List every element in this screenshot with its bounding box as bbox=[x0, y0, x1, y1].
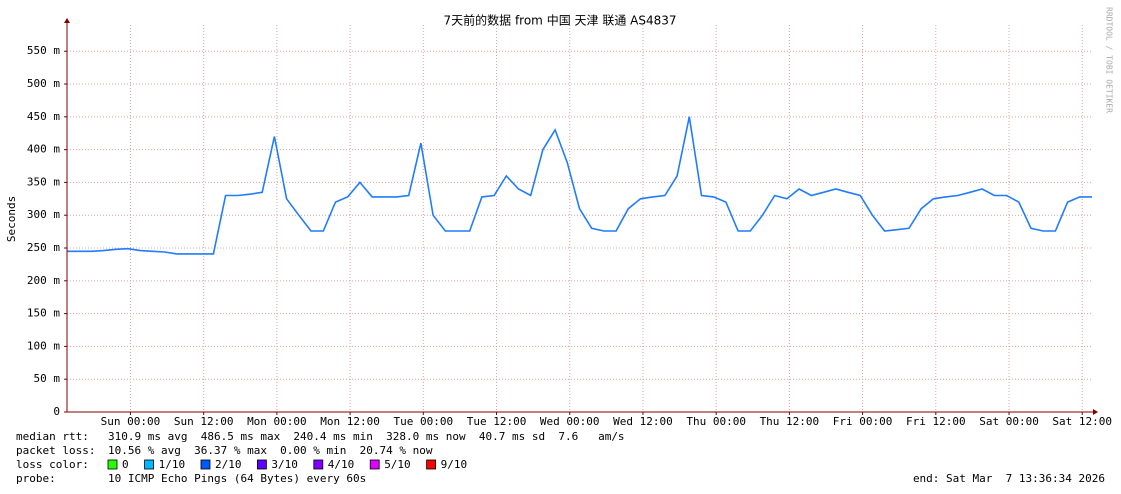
y-tick-label: 100 m bbox=[27, 339, 60, 352]
legend-label: 5/10 bbox=[384, 458, 411, 471]
y-tick-label: 550 m bbox=[27, 44, 60, 57]
x-axis-arrow bbox=[1093, 409, 1098, 415]
x-tick-label: Sat 12:00 bbox=[1052, 415, 1112, 428]
x-tick-label: Thu 00:00 bbox=[686, 415, 746, 428]
legend-swatch bbox=[369, 459, 380, 470]
legend-label: 0 bbox=[122, 458, 129, 471]
x-tick-label: Wed 12:00 bbox=[613, 415, 673, 428]
median-line bbox=[67, 116, 1092, 255]
stat-text: 310.9 ms avg 486.5 ms max 240.4 ms min 3… bbox=[108, 430, 625, 443]
legend-label: 2/10 bbox=[215, 458, 242, 471]
legend-swatch bbox=[313, 459, 324, 470]
plot bbox=[67, 116, 1092, 255]
x-tick-label: Fri 00:00 bbox=[833, 415, 893, 428]
x-tick-label: Sun 12:00 bbox=[174, 415, 234, 428]
y-axis-arrow bbox=[64, 18, 70, 23]
grid: 0 50 m 100 m 150 m 200 m 250 m 300 m 350 m 400 m… bbox=[27, 25, 1112, 428]
y-tick-label: 150 m bbox=[27, 307, 60, 320]
legend: median rtt: 310.9 ms avg 486.5 ms max 240… bbox=[16, 430, 625, 471]
y-tick-label: 450 m bbox=[27, 110, 60, 123]
stat-label: packet loss: bbox=[16, 444, 95, 457]
legend-swatch bbox=[144, 459, 155, 470]
y-tick-label: 50 m bbox=[34, 372, 61, 385]
x-tick-label: Tue 00:00 bbox=[394, 415, 454, 428]
y-tick-label: 200 m bbox=[27, 274, 60, 287]
stat-text: 10.56 % avg 36.37 % max 0.00 % min 20.74… bbox=[108, 444, 433, 457]
legend-swatch bbox=[200, 459, 211, 470]
chart-title: 7天前的数据 from 中国 天津 联通 AS4837 bbox=[444, 13, 677, 28]
stat-label: median rtt: bbox=[16, 430, 89, 443]
y-axis-label: Seconds bbox=[5, 196, 18, 242]
y-tick-label: 0 bbox=[53, 405, 60, 418]
y-tick-label: 350 m bbox=[27, 175, 60, 188]
x-tick-label: Fri 12:00 bbox=[906, 415, 966, 428]
x-tick-label: Sat 00:00 bbox=[979, 415, 1039, 428]
y-tick-label: 500 m bbox=[27, 77, 60, 90]
x-tick-label: Thu 12:00 bbox=[760, 415, 820, 428]
y-tick-label: 400 m bbox=[27, 143, 60, 156]
watermark: RRDTOOL / TOBI OETIKER bbox=[1105, 7, 1114, 113]
legend-swatch bbox=[426, 459, 437, 470]
x-tick-label: Wed 00:00 bbox=[540, 415, 600, 428]
y-tick-label: 300 m bbox=[27, 208, 60, 221]
x-tick-label: Mon 00:00 bbox=[247, 415, 307, 428]
probe-label: probe: bbox=[16, 472, 56, 485]
x-tick-label: Tue 12:00 bbox=[467, 415, 527, 428]
end-time: end: Sat Mar 7 13:36:34 2026 bbox=[913, 472, 1105, 485]
x-tick-label: Mon 12:00 bbox=[320, 415, 380, 428]
loss-color-label: loss color: bbox=[16, 458, 89, 471]
x-tick-label: Sun 00:00 bbox=[101, 415, 161, 428]
legend-label: 1/10 bbox=[159, 458, 186, 471]
legend-label: 9/10 bbox=[441, 458, 468, 471]
legend-swatch bbox=[107, 459, 118, 470]
y-tick-label: 250 m bbox=[27, 241, 60, 254]
legend-label: 4/10 bbox=[328, 458, 355, 471]
legend-swatch bbox=[256, 459, 267, 470]
legend-label: 3/10 bbox=[271, 458, 298, 471]
probe-text: 10 ICMP Echo Pings (64 Bytes) every 60s bbox=[108, 472, 366, 485]
